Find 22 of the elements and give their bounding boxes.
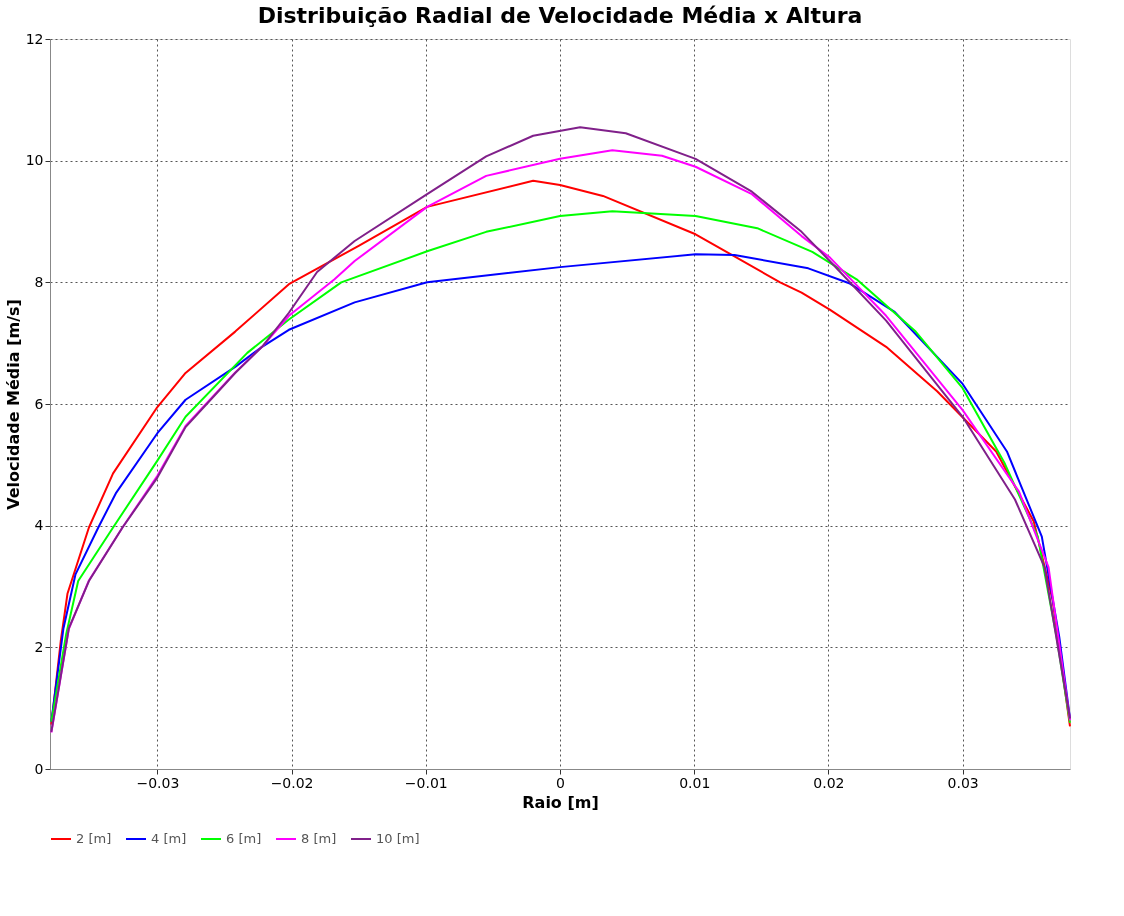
y-axis-title: Velocidade Média [m/s] bbox=[3, 299, 23, 510]
y-tick-label: 0 bbox=[34, 760, 44, 777]
x-tick-label: −0.03 bbox=[136, 774, 180, 791]
x-tick-label: 0.02 bbox=[813, 774, 845, 791]
y-tick-label: 12 bbox=[25, 30, 44, 47]
x-tick-label: 0.01 bbox=[679, 774, 711, 791]
legend-label: 4 [m] bbox=[151, 831, 187, 846]
y-tick-label: 10 bbox=[25, 152, 44, 169]
legend-label: 6 [m] bbox=[226, 831, 262, 846]
legend-label: 8 [m] bbox=[301, 831, 337, 846]
y-tick-label: 8 bbox=[34, 273, 44, 290]
x-tick-label: 0.03 bbox=[947, 774, 979, 791]
x-tick-label: −0.01 bbox=[404, 774, 448, 791]
x-tick-label: −0.02 bbox=[270, 774, 314, 791]
legend-label: 10 [m] bbox=[376, 831, 420, 846]
y-tick-label: 4 bbox=[34, 517, 44, 534]
x-axis-title: Raio [m] bbox=[522, 792, 599, 812]
y-tick-label: 6 bbox=[34, 395, 44, 412]
y-tick-label: 2 bbox=[34, 638, 44, 655]
x-tick-label: 0 bbox=[556, 774, 565, 791]
legend-label: 2 [m] bbox=[76, 831, 112, 846]
chart-title: Distribuição Radial de Velocidade Média x Altura bbox=[257, 3, 863, 28]
